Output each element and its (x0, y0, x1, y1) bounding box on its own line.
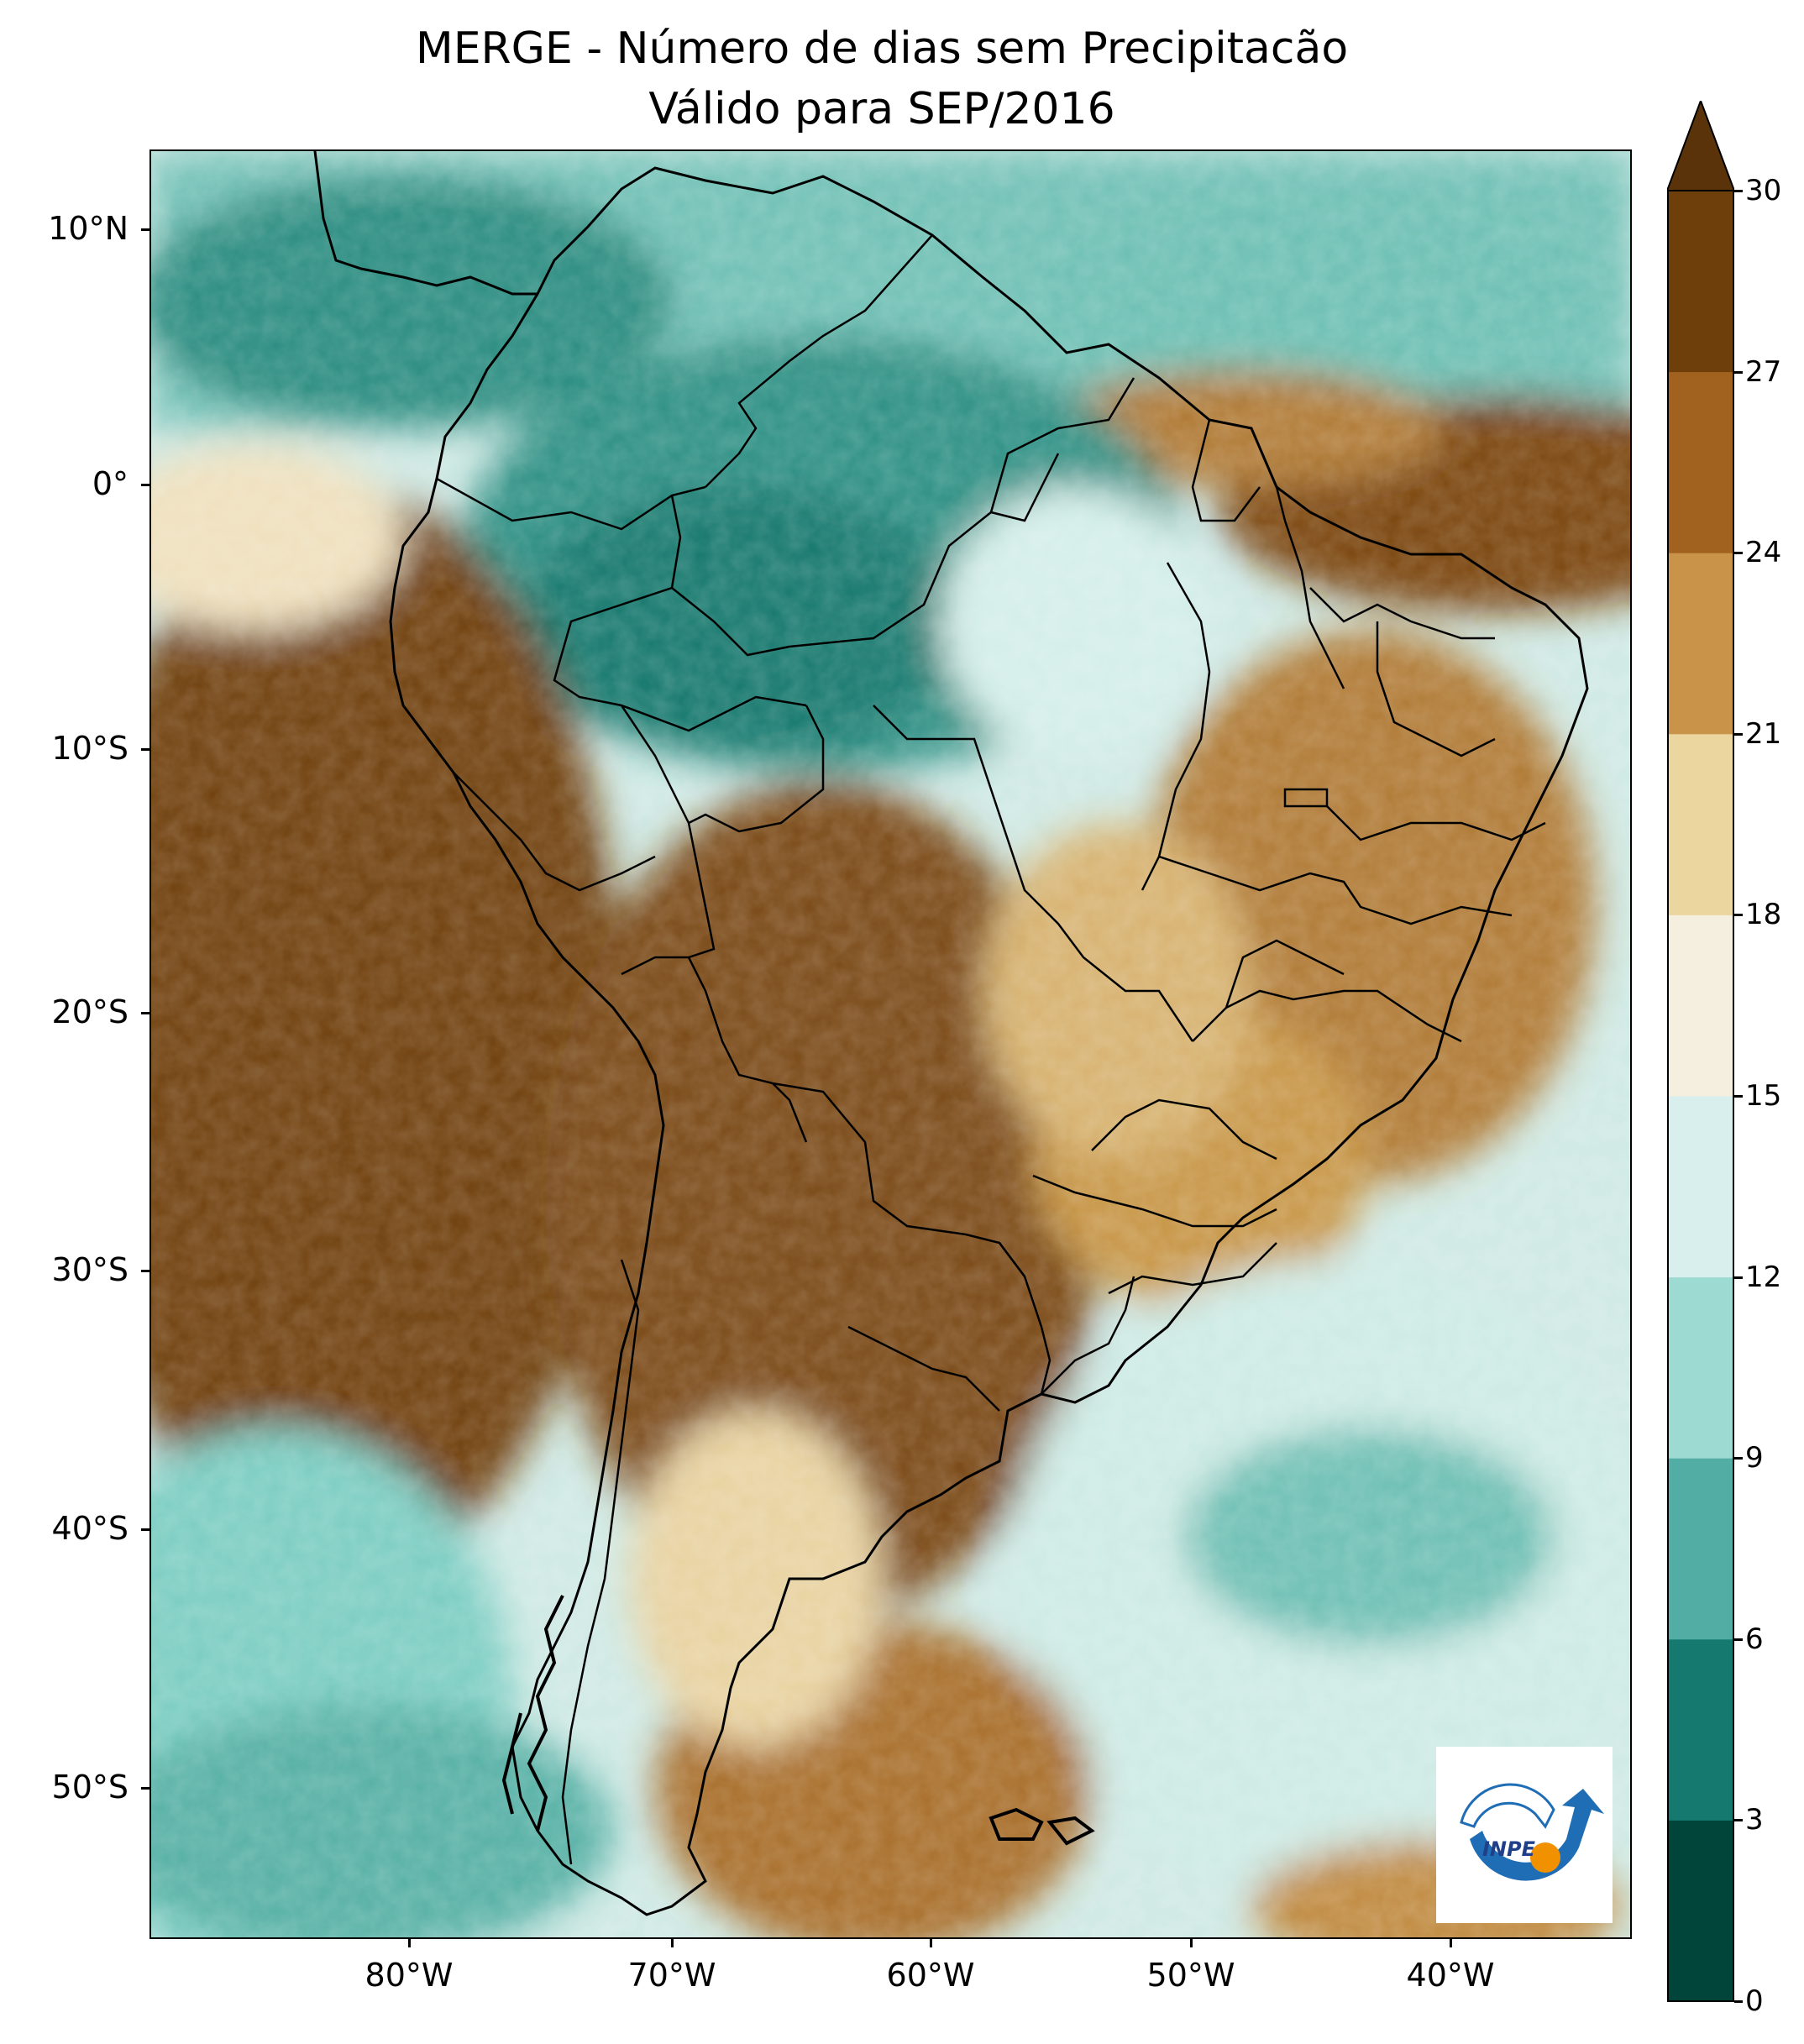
colorbar-segment (1667, 1638, 1734, 1821)
colorbar-segment (1667, 1276, 1734, 1459)
field-texture (151, 151, 1630, 1937)
lon-tick (930, 1939, 932, 1947)
colorbar-tick-label: 24 (1745, 536, 1782, 570)
lat-tick (141, 1012, 149, 1014)
central-america-outline (313, 151, 538, 296)
colorbar-tick-label: 27 (1745, 354, 1782, 389)
colorbar-segment (1667, 371, 1734, 553)
lon-tick (1450, 1939, 1452, 1947)
colorbar (1667, 101, 1734, 2002)
lat-label-10n: 10°N (48, 210, 128, 247)
lon-label-60w: 60°W (886, 1957, 975, 1994)
lon-tick (408, 1939, 411, 1947)
colorbar-tick (1734, 552, 1743, 555)
colorbar-tick-label: 21 (1745, 716, 1782, 751)
colorbar-tick-label: 18 (1745, 898, 1782, 932)
colorbar-segment (1667, 191, 1734, 373)
colorbar-segment (1667, 915, 1734, 1097)
colorbar-tick (1734, 2000, 1743, 2003)
inpe-logo: INPE (1436, 1747, 1613, 1923)
colorbar-tick (1734, 732, 1743, 736)
lat-tick (141, 748, 149, 751)
colorbar-segment (1667, 1096, 1734, 1278)
borders (436, 234, 1546, 1865)
colorbar-segment (1667, 733, 1734, 915)
continent-outline (389, 166, 1589, 1916)
lat-label-0: 0° (92, 465, 128, 502)
colorbar-tick-label: 6 (1745, 1622, 1764, 1656)
lat-tick (141, 1528, 149, 1531)
lat-tick (141, 484, 149, 486)
colorbar-tick (1734, 1819, 1743, 1822)
colorbar-tick (1734, 190, 1743, 192)
colorbar-segment (1667, 1458, 1734, 1640)
archipelago (501, 1595, 1095, 1846)
lon-tick (671, 1939, 674, 1947)
colorbar-tick (1734, 1457, 1743, 1460)
colorbar-tick (1734, 1276, 1743, 1279)
colorbar-tick (1734, 914, 1743, 917)
lat-tick (141, 1270, 149, 1272)
colorbar-tick (1734, 1638, 1743, 1641)
map-title-line1: MERGE - Número de dias sem Precipitacão (415, 24, 1349, 74)
lon-label-70w: 70°W (627, 1957, 716, 1994)
colorbar-frame (1667, 190, 1734, 2002)
lat-label-50s: 50°S (51, 1769, 128, 1806)
lon-label-50w: 50°W (1146, 1957, 1235, 1994)
map-title-line2: Válido para SEP/2016 (648, 84, 1115, 134)
colorbar-extend-arrow (1667, 101, 1734, 191)
colorbar-tick-label: 0 (1745, 1984, 1764, 2018)
colorbar-tick-label: 15 (1745, 1079, 1782, 1113)
colorbar-segment (1667, 1820, 1734, 2002)
colorbar-tick (1734, 370, 1743, 374)
lat-label-20s: 20°S (51, 993, 128, 1030)
lon-tick (1190, 1939, 1193, 1947)
lat-label-40s: 40°S (51, 1510, 128, 1547)
colorbar-tick-label: 9 (1745, 1441, 1764, 1475)
lat-label-10s: 10°S (51, 730, 128, 767)
map-panel (149, 149, 1632, 1939)
colorbar-segment (1667, 553, 1734, 735)
lat-label-30s: 30°S (51, 1251, 128, 1288)
map-plot-area (151, 151, 1630, 1937)
lat-tick (141, 1787, 149, 1790)
lon-label-80w: 80°W (364, 1957, 454, 1994)
colorbar-tick-label: 3 (1745, 1803, 1764, 1837)
lon-label-40w: 40°W (1406, 1957, 1495, 1994)
colorbar-tick-label: 12 (1745, 1260, 1782, 1294)
colorbar-tick (1734, 1095, 1743, 1098)
inpe-logo-graphic: INPE (1460, 1783, 1604, 1881)
colorbar-tick-label: 30 (1745, 174, 1782, 207)
inpe-logo-text: INPE (1482, 1837, 1536, 1861)
lat-tick (141, 228, 149, 231)
